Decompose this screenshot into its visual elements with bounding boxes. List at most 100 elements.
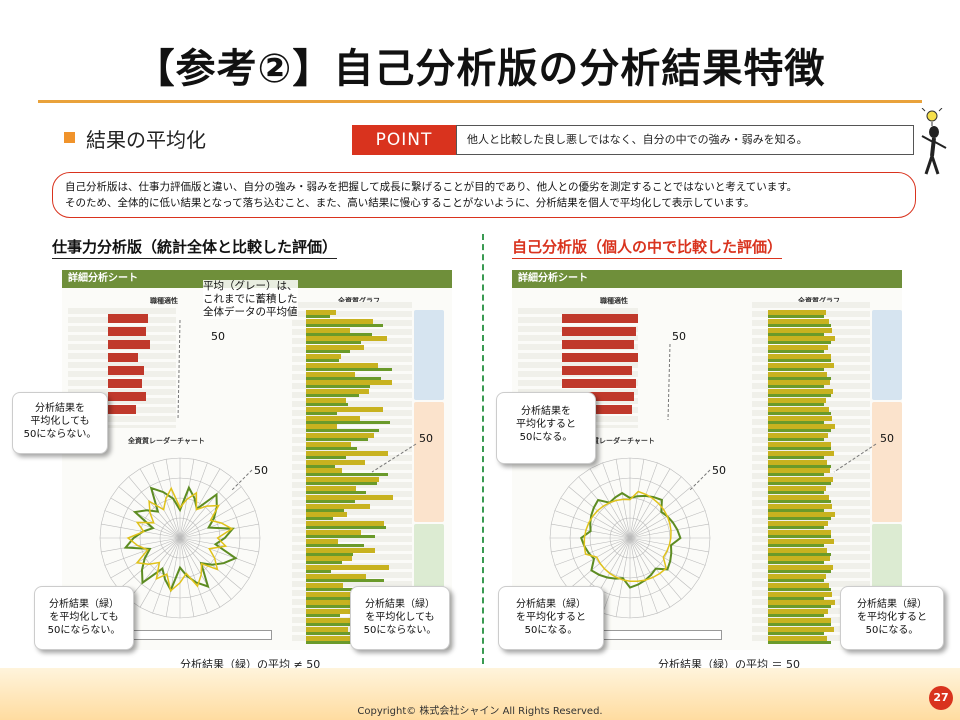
trait-bar-result (306, 552, 353, 556)
trait-bar-self (306, 424, 337, 430)
radar-spoke (152, 462, 181, 539)
radar-spoke (629, 537, 706, 566)
radar-spoke (554, 537, 631, 566)
callout-bottom-right: 分析結果（緑） を平均化すると 50になる。 (840, 586, 944, 650)
trait-bar-self (768, 398, 826, 403)
average-note: 平均（グレー）は、 これまでに蓄積した 全体データの平均値 (203, 280, 298, 319)
trait-bar-result (306, 596, 362, 600)
job-bar (108, 366, 144, 375)
page-title: 【参考②】自己分析版の分析結果特徴 (134, 46, 826, 92)
trait-bar-result (768, 420, 824, 424)
radar-spoke (578, 476, 631, 539)
trait-bar-self (306, 336, 387, 342)
callout-bottom-left: 分析結果（緑） を平均化すると 50になる。 (498, 586, 604, 650)
trait-bar-result (306, 579, 384, 582)
point-label: POINT (352, 125, 456, 155)
trait-bar-result (768, 640, 831, 644)
radar-spoke (104, 510, 181, 539)
job-bar (562, 327, 636, 336)
trait-bar-result (768, 579, 824, 582)
all-traits-graph-label: 全資質グラフ (338, 297, 380, 305)
radar-spoke (179, 537, 221, 608)
job-bar (108, 340, 150, 349)
radar-spoke (101, 523, 181, 539)
trait-bar-self (768, 336, 835, 342)
trait-bar-result (768, 447, 831, 450)
trait-bar-self (768, 503, 832, 509)
trait-bar-self (306, 582, 343, 588)
job-bar (108, 405, 136, 414)
trait-bar-self (768, 635, 827, 641)
trait-bar-result (768, 508, 824, 512)
trait-bar-result (306, 411, 337, 415)
trait-bar-self (768, 530, 831, 535)
trait-bar-result (768, 623, 831, 626)
sheet-title: 詳細分析シート (512, 270, 902, 288)
trait-bar-self (768, 600, 835, 606)
trait-bar-self (306, 345, 364, 351)
job-bar (108, 379, 142, 388)
trait-bar-self (768, 345, 828, 351)
trait-bar-self (306, 512, 347, 518)
footer-band (0, 668, 960, 720)
trait-bar-result (768, 535, 831, 538)
left-average-caption: 分析結果（緑）の平均 ≠ 50 (180, 658, 321, 671)
trait-bar-self (768, 591, 832, 597)
radar-spoke (179, 537, 259, 553)
radar-spoke (629, 476, 682, 539)
fifty-marker: 50 (672, 330, 686, 343)
trait-bar-result (306, 323, 383, 327)
trait-bar-result (306, 455, 346, 459)
job-bar (108, 327, 146, 336)
radar-spoke (560, 537, 631, 579)
trait-bar-self (306, 450, 388, 456)
trait-bar-self (768, 565, 833, 571)
intro-line-2: そのため、全体的に低い結果となって落ち込むこと、また、高い結果に慢心することがな… (65, 197, 755, 209)
radar-spoke (629, 510, 706, 539)
trait-bar-self (768, 512, 835, 518)
page-number: 27 (929, 686, 953, 710)
trait-bar-self (768, 556, 830, 562)
fifty-marker: 50 (254, 464, 268, 477)
trait-bar-self (768, 486, 826, 491)
job-bar (562, 340, 634, 349)
radar-spoke (629, 462, 658, 539)
trait-bar-self (768, 468, 830, 474)
radar-spoke (179, 523, 259, 539)
category-box-orange (414, 402, 444, 522)
radar-spoke (139, 537, 181, 608)
trait-bar-self (306, 538, 338, 544)
trait-bar-result (306, 429, 379, 433)
sheet-title: 詳細分析シート (62, 270, 452, 288)
trait-bar-result (768, 359, 831, 362)
trait-bar-result (768, 482, 831, 486)
radar-chart-label: 全資質レーダーチャート (578, 437, 655, 445)
job-bar (108, 314, 148, 323)
trait-bar-self (306, 618, 371, 623)
job-bar (562, 379, 636, 388)
lightbulb-person-icon (921, 108, 947, 175)
callout-bottom-left: 分析結果（緑） を平均化しても 50にならない。 (34, 586, 134, 650)
trait-bar-self (768, 415, 832, 421)
trait-bar-self (768, 354, 831, 359)
trait-bar-self (768, 406, 829, 412)
radar-spoke (104, 537, 181, 566)
trait-bar-self (306, 556, 352, 562)
trait-bar-result (768, 552, 831, 556)
trait-bar-self (306, 459, 365, 465)
trait-bar-self (306, 635, 385, 641)
trait-bar-result (768, 411, 831, 415)
trait-bar-self (768, 477, 833, 483)
job-bar (562, 366, 632, 375)
trait-bar-self (306, 565, 389, 571)
trait-bar-self (306, 362, 378, 368)
trait-bar-result (768, 631, 824, 635)
trait-bar-self (306, 310, 336, 315)
trait-bar-result (768, 614, 824, 618)
radar-spoke (128, 476, 181, 539)
radar-spoke (110, 497, 181, 539)
radar-spoke (152, 537, 181, 614)
trait-bar-result (768, 394, 831, 398)
trait-bar-self (768, 609, 828, 615)
